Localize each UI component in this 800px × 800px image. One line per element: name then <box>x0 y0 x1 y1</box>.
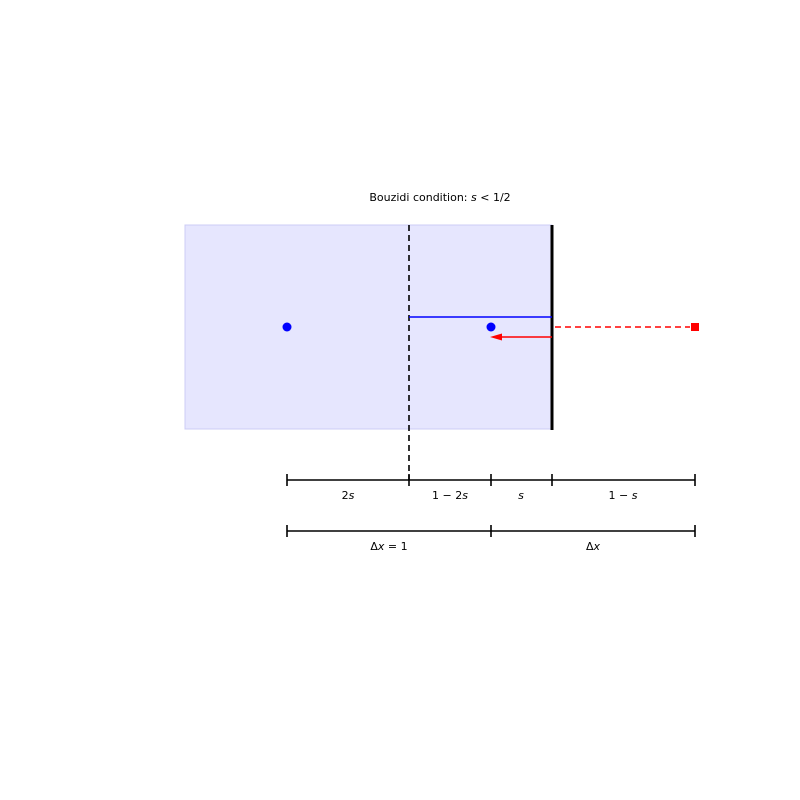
fluid-node-near-wall <box>486 322 496 332</box>
reflected-population-arrow <box>490 333 552 341</box>
upper-ruler: 2s 1 − 2s s 1 − s <box>286 474 696 502</box>
fluid-region <box>184 224 553 430</box>
label-1-minus-s: 1 − s <box>609 489 638 502</box>
ghost-node <box>691 323 699 331</box>
label-delta-x: Δx <box>586 540 601 553</box>
label-2s: 2s <box>342 489 355 502</box>
left-arrow-icon <box>490 333 502 341</box>
lower-ruler: Δx = 1 Δx <box>286 525 696 553</box>
label-1-minus-2s: 1 − 2s <box>432 489 468 502</box>
label-delta-x-equals-1: Δx = 1 <box>370 540 407 553</box>
label-s: s <box>518 489 524 502</box>
diagram-title: Bouzidi condition: s < 1/2 <box>369 191 510 204</box>
fluid-node-left <box>282 322 292 332</box>
